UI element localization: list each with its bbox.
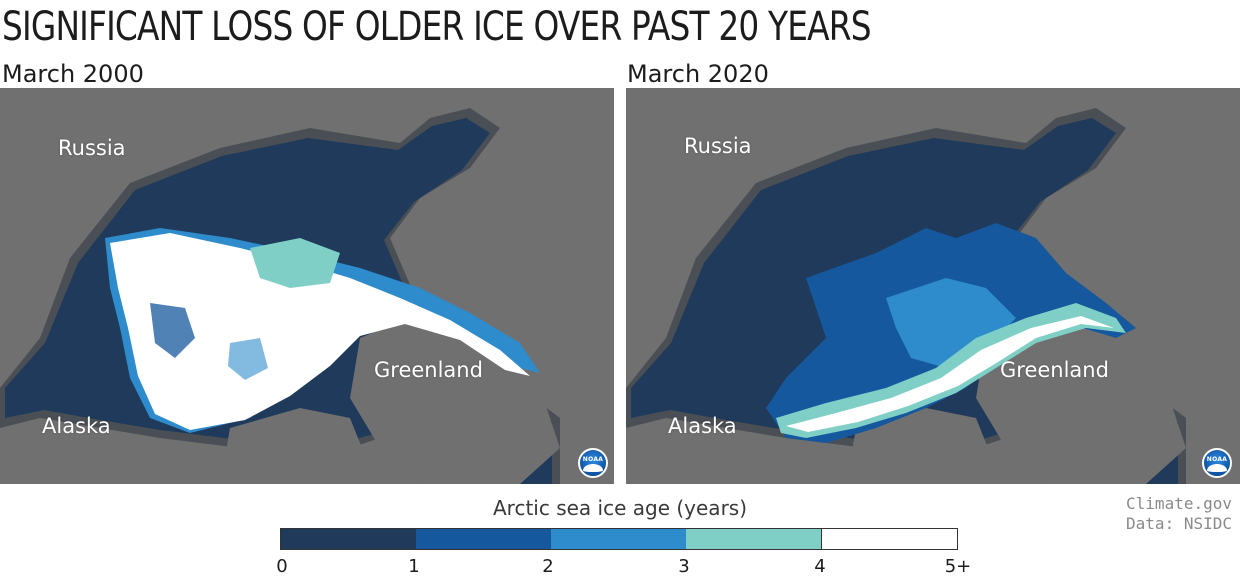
legend-tick-2: 2: [542, 556, 554, 577]
legend-swatch-3-4: [686, 529, 821, 549]
map-2020: Russia Greenland Alaska NOAA: [626, 88, 1240, 484]
legend-tick-3: 3: [678, 556, 690, 577]
noaa-logo-icon: NOAA: [1202, 448, 1232, 478]
region-label-greenland: Greenland: [1000, 358, 1109, 382]
region-label-alaska: Alaska: [668, 414, 737, 438]
legend-swatch-0-1: [281, 529, 416, 549]
noaa-logo-icon: NOAA: [578, 448, 608, 478]
noaa-logo-text: NOAA: [582, 456, 604, 463]
region-label-russia: Russia: [58, 136, 126, 160]
legend-tick-5: 5+: [944, 556, 972, 577]
region-label-russia: Russia: [684, 134, 752, 158]
credit-data: Data: NSIDC: [1126, 514, 1232, 533]
map-2000: Russia Greenland Alaska NOAA: [0, 88, 614, 484]
panel-label-2020: March 2020: [627, 60, 769, 88]
legend-tick-1: 1: [408, 556, 420, 577]
legend-tick-4: 4: [814, 556, 826, 577]
legend-tick-0: 0: [276, 556, 288, 577]
panel-label-2000: March 2000: [2, 60, 144, 88]
region-label-greenland: Greenland: [374, 358, 483, 382]
legend-swatch-1-2: [416, 529, 551, 549]
noaa-logo-text: NOAA: [1206, 456, 1228, 463]
legend-color-bar: [280, 528, 958, 550]
legend-title: Arctic sea ice age (years): [492, 496, 748, 520]
credit-source: Climate.gov: [1126, 494, 1232, 513]
map-2020-graphic: [626, 88, 1240, 484]
legend-swatch-4-5: [821, 529, 957, 549]
chart-title: SIGNIFICANT LOSS OF OLDER ICE OVER PAST …: [2, 4, 872, 50]
legend-swatch-2-3: [551, 529, 686, 549]
map-2000-graphic: [0, 88, 614, 484]
region-label-alaska: Alaska: [42, 414, 111, 438]
